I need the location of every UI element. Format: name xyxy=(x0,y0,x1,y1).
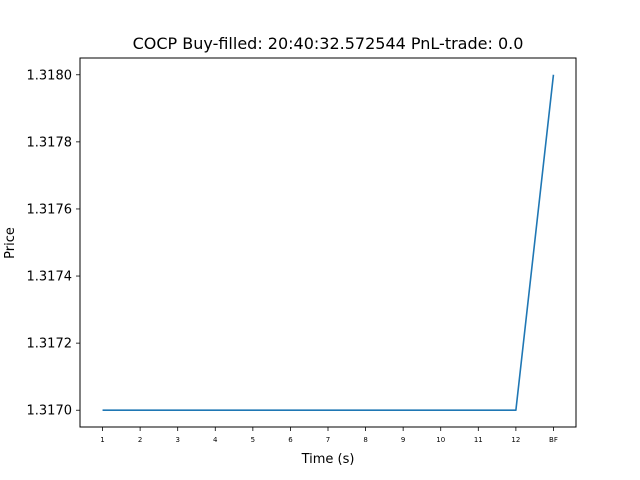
y-tick-label: 1.3178 xyxy=(27,135,73,150)
x-tick-label: 4 xyxy=(213,436,218,444)
x-tick-label: 12 xyxy=(511,436,520,444)
x-axis-label: Time (s) xyxy=(301,452,355,467)
y-tick-label: 1.3176 xyxy=(27,202,73,217)
series-layer xyxy=(102,74,555,412)
y-tick-label: 1.3174 xyxy=(27,270,73,285)
y-axis-ticks: 1.3170 1.3172 1.3174 1.3176 1.3178 1.3180 xyxy=(27,68,80,419)
x-tick-label: 6 xyxy=(288,436,293,444)
x-tick-label: 7 xyxy=(326,436,330,444)
x-tick-label: 2 xyxy=(138,436,142,444)
x-tick-label: 1 xyxy=(100,436,104,444)
x-axis-ticks: 1 2 3 4 5 6 7 8 9 10 11 12 BF xyxy=(100,427,558,444)
x-tick-label: 11 xyxy=(474,436,483,444)
y-tick-label: 1.3172 xyxy=(27,337,73,352)
x-tick-label: 5 xyxy=(251,436,255,444)
x-tick-label: 9 xyxy=(401,436,405,444)
x-tick-label: 3 xyxy=(175,436,179,444)
x-tick-label: BF xyxy=(549,436,558,444)
chart-title: COCP Buy-filled: 20:40:32.572544 PnL-tra… xyxy=(133,34,524,53)
y-axis-label: Price xyxy=(3,227,18,259)
y-tick-label: 1.3180 xyxy=(27,68,73,83)
x-tick-label: 10 xyxy=(436,436,445,444)
y-tick-label: 1.3170 xyxy=(27,404,73,419)
x-tick-label: 8 xyxy=(363,436,367,444)
plot-area: 1 2 3 4 5 6 7 8 9 10 11 12 BF 1.31701.31721.31741.31… xyxy=(27,57,577,444)
price-series-line xyxy=(102,74,555,412)
